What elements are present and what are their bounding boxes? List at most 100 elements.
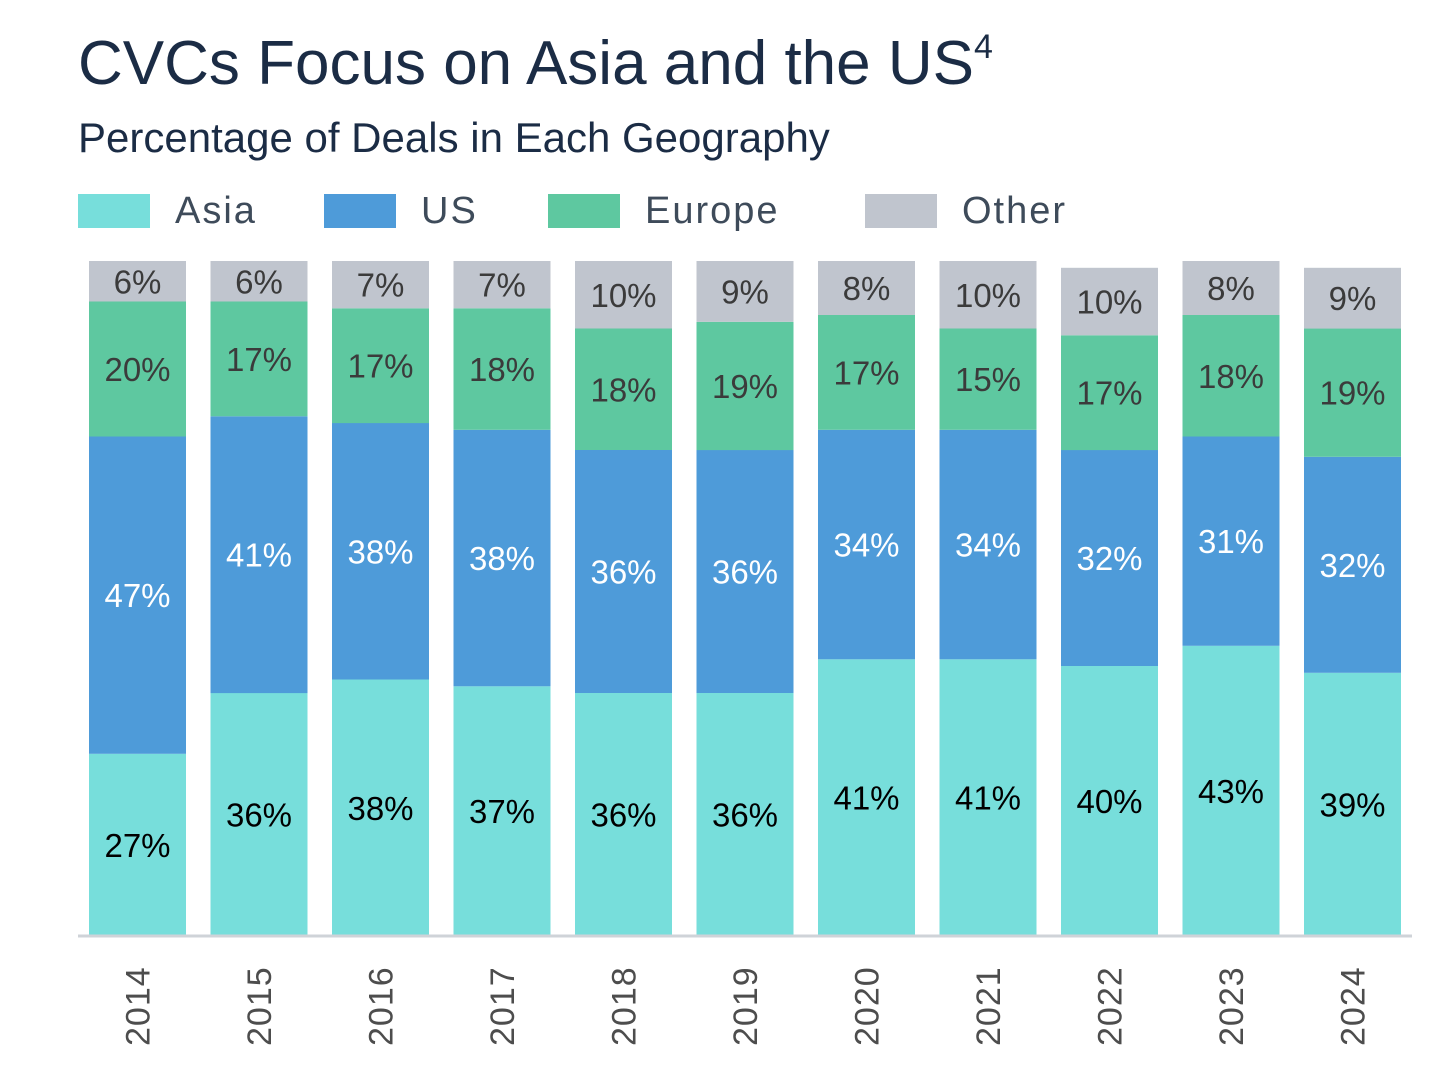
bar-segment-europe-2021 (939, 328, 1037, 430)
data-label-other-2020: 8% (843, 270, 891, 307)
bar-segment-us-2024 (1304, 456, 1401, 673)
data-label-other-2022: 10% (1076, 284, 1142, 321)
bar-segment-other-2017 (453, 261, 551, 309)
bar-segment-other-2021 (939, 261, 1037, 329)
x-tick-label-2022: 2022 (1092, 966, 1130, 1046)
data-label-other-2016: 7% (357, 267, 405, 304)
x-tick-label-2024: 2024 (1335, 966, 1373, 1046)
legend-swatch-asia (78, 194, 150, 228)
data-label-europe-2016: 17% (347, 348, 413, 385)
bar-segment-asia-2018 (575, 693, 672, 936)
x-tick-label-2014: 2014 (120, 966, 158, 1046)
bar-segment-europe-2017 (453, 308, 551, 430)
chart-title: CVCs Focus on Asia and the US4 (78, 28, 993, 98)
bar-segment-us-2017 (453, 429, 551, 687)
bar-segment-asia-2020 (818, 659, 915, 937)
data-label-europe-2021: 15% (955, 361, 1021, 398)
data-label-asia-2017: 37% (469, 793, 535, 830)
data-label-us-2017: 38% (469, 540, 535, 577)
data-label-asia-2022: 40% (1076, 783, 1142, 820)
data-label-asia-2021: 41% (955, 780, 1021, 817)
bar-segment-europe-2016 (332, 308, 429, 424)
x-tick-label-2016: 2016 (363, 966, 401, 1046)
bar-segment-other-2018 (575, 261, 672, 329)
bar-segment-other-2019 (696, 261, 794, 322)
data-label-us-2024: 32% (1319, 547, 1385, 584)
bar-segment-other-2020 (818, 261, 915, 315)
bar-segment-other-2023 (1182, 261, 1280, 315)
data-label-europe-2014: 20% (104, 351, 170, 388)
legend-swatch-europe (548, 194, 620, 228)
bar-segment-us-2014 (89, 436, 186, 754)
bar-segment-asia-2022 (1061, 666, 1158, 936)
bar-segment-asia-2019 (696, 693, 794, 936)
bar-segment-asia-2024 (1304, 672, 1401, 937)
data-label-europe-2024: 19% (1319, 375, 1385, 412)
bar-segment-us-2015 (210, 416, 308, 694)
data-label-us-2015: 41% (226, 537, 292, 574)
data-label-europe-2015: 17% (226, 341, 292, 378)
data-label-us-2023: 31% (1198, 523, 1264, 560)
data-label-asia-2019: 36% (712, 797, 778, 834)
bars-layer (89, 261, 1401, 937)
data-label-us-2019: 36% (712, 554, 778, 591)
x-tick-label-2023: 2023 (1213, 966, 1251, 1046)
data-label-other-2023: 8% (1207, 270, 1255, 307)
bar-segment-europe-2015 (210, 301, 308, 417)
data-label-asia-2016: 38% (347, 790, 413, 827)
data-label-us-2020: 34% (833, 527, 899, 564)
data-label-asia-2024: 39% (1319, 786, 1385, 823)
chart-subtitle: Percentage of Deals in Each Geography (78, 114, 830, 161)
bar-segment-other-2014 (89, 261, 186, 302)
bar-segment-other-2022 (1061, 267, 1158, 336)
bar-segment-us-2020 (818, 429, 915, 660)
bar-segment-europe-2022 (1061, 335, 1158, 451)
data-label-europe-2020: 17% (833, 354, 899, 391)
bar-segment-asia-2015 (210, 693, 308, 936)
x-tick-label-2020: 2020 (849, 966, 887, 1046)
bar-segment-us-2022 (1061, 450, 1158, 666)
bar-segment-europe-2019 (696, 321, 794, 451)
data-label-europe-2018: 18% (590, 371, 656, 408)
bar-segment-other-2016 (332, 261, 429, 309)
x-tick-label-2019: 2019 (727, 966, 765, 1046)
bar-segment-asia-2016 (332, 679, 429, 936)
bar-segment-europe-2024 (1304, 328, 1401, 457)
bar-segment-us-2016 (332, 423, 429, 680)
data-label-other-2014: 6% (114, 263, 162, 300)
bar-segment-us-2021 (939, 429, 1037, 660)
data-label-us-2016: 38% (347, 533, 413, 570)
legend-swatch-other (865, 194, 937, 228)
data-label-us-2014: 47% (104, 577, 170, 614)
bar-segment-europe-2018 (575, 328, 672, 450)
bar-segment-us-2018 (575, 450, 672, 693)
chart-legend: Asia US Europe Other (78, 190, 1378, 232)
legend-label-us: US (421, 190, 478, 232)
data-label-asia-2014: 27% (104, 827, 170, 864)
data-label-us-2021: 34% (955, 527, 1021, 564)
data-label-other-2018: 10% (590, 277, 656, 314)
legend-label-europe: Europe (645, 190, 780, 232)
data-label-europe-2019: 19% (712, 368, 778, 405)
bar-segment-asia-2017 (453, 686, 551, 937)
data-label-other-2019: 9% (721, 273, 769, 310)
data-label-asia-2015: 36% (226, 797, 292, 834)
bar-segment-europe-2014 (89, 301, 186, 437)
bar-segment-us-2023 (1182, 436, 1280, 646)
data-label-europe-2017: 18% (469, 351, 535, 388)
value-labels-layer: 27% 47% 20% 6% 36% 41% 17% 6% 38% 38% 17% 7% 37% 38% 1… (104, 263, 1385, 864)
data-label-asia-2020: 41% (833, 780, 899, 817)
data-label-other-2015: 6% (235, 263, 283, 300)
bar-segment-asia-2014 (89, 753, 186, 937)
bar-segment-asia-2023 (1182, 645, 1280, 937)
data-label-europe-2023: 18% (1198, 358, 1264, 395)
bar-segment-europe-2023 (1182, 315, 1280, 437)
data-label-other-2021: 10% (955, 277, 1021, 314)
bar-segment-europe-2020 (818, 315, 915, 430)
bar-segment-other-2015 (210, 261, 308, 302)
data-label-other-2024: 9% (1329, 280, 1377, 317)
x-tick-label-2021: 2021 (970, 966, 1008, 1046)
legend-swatch-us (324, 194, 396, 228)
title-footnote-marker: 4 (974, 28, 993, 67)
